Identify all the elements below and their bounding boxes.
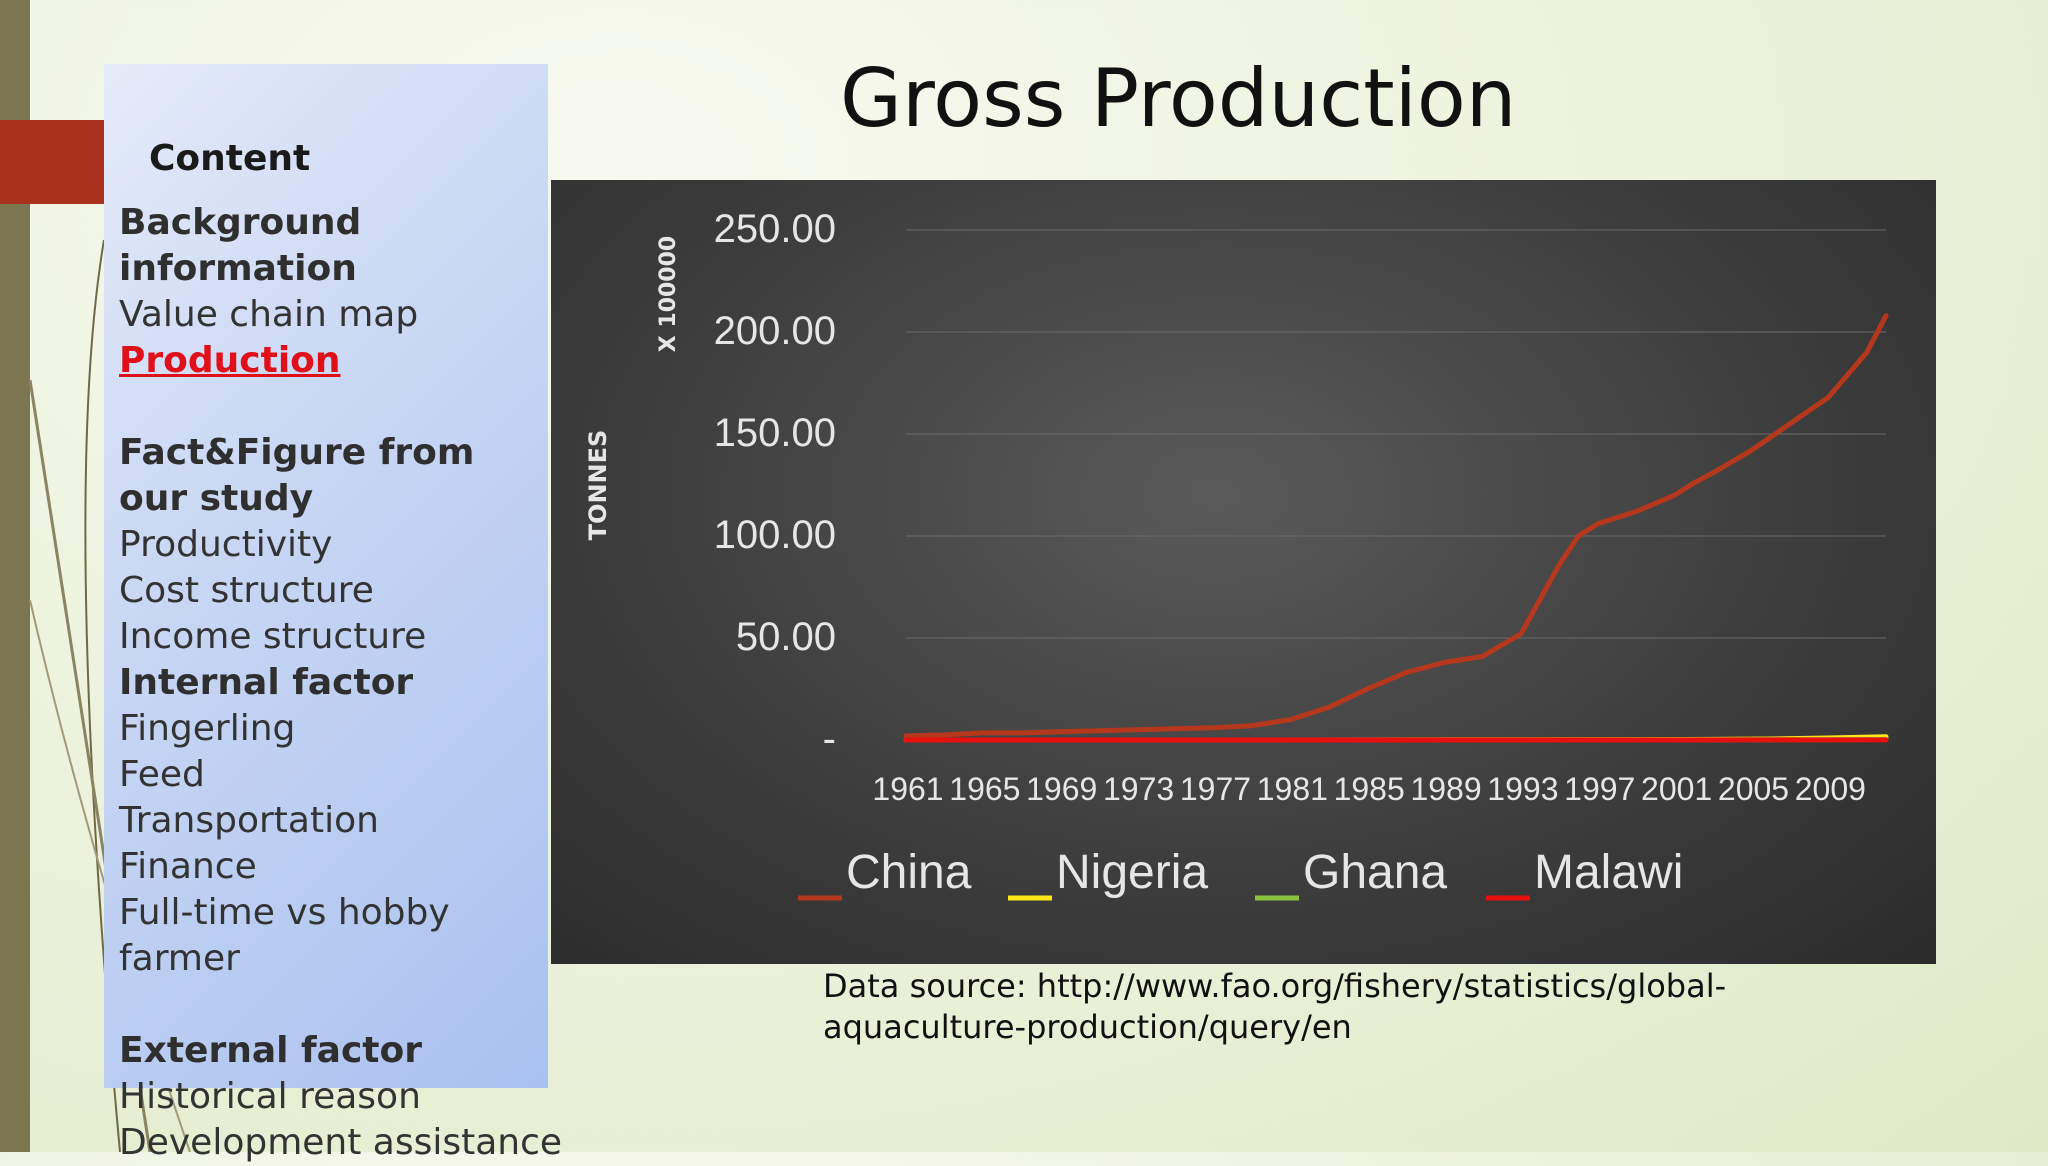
y-tick-label: 200.00 (714, 309, 836, 353)
y-tick-label: 100.00 (714, 513, 836, 557)
y-unit-label: X 100000 (656, 236, 681, 352)
x-tick-label: 1969 (1026, 771, 1097, 807)
menu-item: Feed (119, 752, 539, 798)
menu-item: Fact&Figure from our study (119, 430, 539, 522)
series-line-china (906, 316, 1886, 736)
menu-item: Income structure (119, 614, 539, 660)
legend-label-china: China (846, 846, 972, 899)
menu-item: Background information (119, 200, 539, 292)
slide-title: Gross Production (840, 52, 1516, 145)
menu-item: Productivity (119, 522, 539, 568)
menu-spacer (119, 982, 539, 1028)
x-tick-label: 1989 (1410, 771, 1481, 807)
menu-spacer (119, 384, 539, 430)
y-tick-label: 50.00 (736, 615, 836, 659)
x-tick-label: 1985 (1334, 771, 1405, 807)
x-tick-label: 1993 (1487, 771, 1558, 807)
menu-item: Finance (119, 844, 539, 890)
data-source-note: Data source: http://www.fao.org/fishery/… (823, 966, 1823, 1048)
sidebar-heading: Content (149, 138, 310, 179)
menu-item: Transportation (119, 798, 539, 844)
menu-item: Value chain map (119, 292, 539, 338)
x-tick-label: 1965 (949, 771, 1020, 807)
y-tick-label: - (823, 717, 836, 761)
menu-item: Full-time vs hobby farmer (119, 890, 539, 982)
legend-label-ghana: Ghana (1303, 846, 1447, 899)
menu-item: Fingerling (119, 706, 539, 752)
x-tick-label: 2001 (1641, 771, 1712, 807)
menu-item: Historical reason (119, 1074, 539, 1120)
menu-item: Internal factor (119, 660, 539, 706)
y-tick-label: 150.00 (714, 411, 836, 455)
y-axis-title: TONNES (584, 430, 612, 541)
x-tick-label: 1973 (1103, 771, 1174, 807)
legend-label-nigeria: Nigeria (1056, 846, 1208, 899)
menu-item[interactable]: Production (119, 338, 539, 384)
x-tick-label: 1961 (872, 771, 943, 807)
menu-item: Cost structure (119, 568, 539, 614)
y-tick-label: 250.00 (714, 207, 836, 251)
x-tick-label: 1981 (1257, 771, 1328, 807)
accent-block (0, 120, 104, 204)
legend-label-malawi: Malawi (1534, 846, 1683, 899)
x-tick-label: 1977 (1180, 771, 1251, 807)
menu-item: External factor (119, 1028, 539, 1074)
x-tick-label: 2005 (1718, 771, 1789, 807)
menu-item: Development assistance (119, 1120, 539, 1166)
x-tick-label: 2009 (1795, 771, 1866, 807)
x-tick-label: 1997 (1564, 771, 1635, 807)
